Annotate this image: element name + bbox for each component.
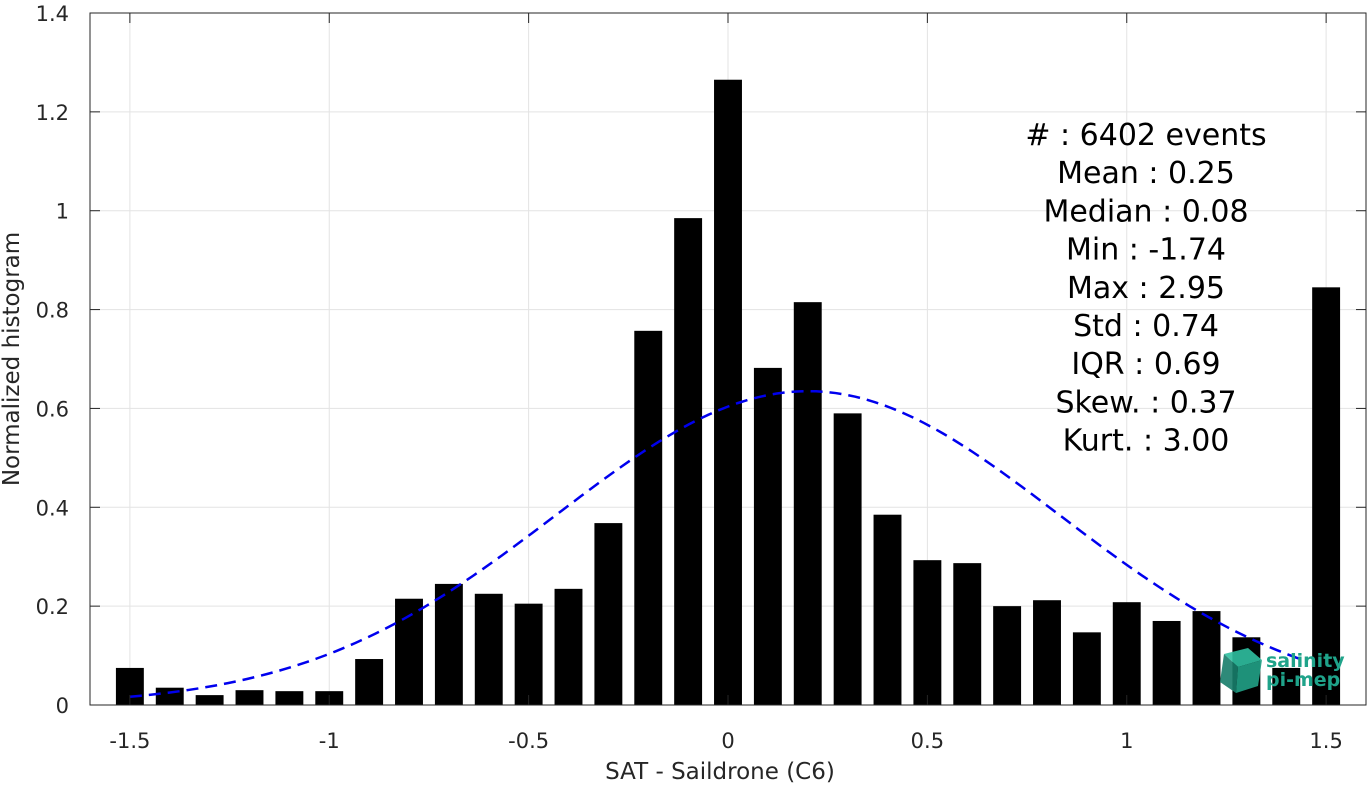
bar-15 (714, 79, 742, 705)
bar-12 (594, 523, 623, 705)
stat-line-8: Kurt. : 3.00 (1063, 424, 1230, 459)
stat-line-0: # : 6402 events (1025, 118, 1266, 153)
y-tick-label-6: 1.2 (36, 101, 69, 125)
stat-line-1: Mean : 0.25 (1057, 156, 1235, 191)
x-tick-label-5: 1 (1120, 729, 1133, 753)
bar-23 (1033, 600, 1061, 705)
bar-20 (913, 560, 942, 705)
bar-18 (833, 413, 862, 705)
bar-11 (554, 588, 583, 705)
y-tick-label-7: 1.4 (36, 2, 69, 26)
stat-line-5: Std : 0.74 (1073, 309, 1219, 344)
bar-1 (155, 687, 184, 705)
bar-27 (1192, 611, 1221, 705)
bar-26 (1152, 620, 1181, 705)
y-tick-labels: 0 0.2 0.4 0.6 0.8 1 1.2 1.4 (36, 2, 69, 718)
x-tick-label-1: -1 (319, 729, 340, 753)
bar-25 (1112, 602, 1141, 705)
stat-line-2: Median : 0.08 (1043, 194, 1248, 229)
logo-text-line1: salinity (1266, 650, 1345, 672)
y-axis-label: Normalized histogram (0, 232, 25, 486)
bar-2 (195, 695, 224, 705)
x-tick-label-2: -0.5 (508, 729, 549, 753)
y-tick-label-5: 1 (56, 200, 69, 224)
stat-line-7: Skew. : 0.37 (1055, 385, 1236, 420)
bar-22 (993, 606, 1022, 705)
y-tick-label-1: 0.2 (36, 595, 69, 619)
x-axis-label: SAT - Saildrone (C6) (605, 759, 835, 785)
bar-9 (474, 593, 503, 705)
stat-line-6: IQR : 0.69 (1071, 347, 1220, 382)
bars (115, 79, 1341, 705)
stat-line-4: Max : 2.95 (1067, 271, 1225, 306)
gaussian-fit-curve (129, 389, 1307, 699)
bar-24 (1072, 632, 1101, 705)
bar-13 (634, 330, 663, 705)
bar-29 (1272, 667, 1301, 705)
stat-line-3: Min : -1.74 (1066, 233, 1226, 268)
x-tick-label-0: -1.5 (109, 729, 150, 753)
bar-10 (514, 603, 543, 705)
y-tick-label-0: 0 (56, 694, 69, 718)
bar-17 (793, 302, 822, 705)
logo-cube-icon (1220, 648, 1262, 693)
bar-30 (1312, 287, 1341, 705)
x-tick-label-4: 0.5 (911, 729, 944, 753)
bar-19 (873, 514, 902, 705)
y-tick-label-4: 0.8 (36, 299, 69, 323)
bar-4 (275, 691, 304, 705)
bar-21 (953, 563, 982, 705)
axis-ticks (90, 12, 1366, 706)
bar-16 (753, 367, 782, 705)
logo-text-line2: pi-mep (1266, 669, 1340, 691)
bar-6 (355, 659, 384, 705)
bar-14 (674, 218, 703, 705)
y-tick-label-2: 0.4 (36, 496, 69, 520)
salinity-pi-mep-logo: salinity pi-mep (1220, 648, 1345, 693)
y-tick-label-3: 0.6 (36, 397, 69, 421)
x-tick-label-6: 1.5 (1309, 729, 1342, 753)
bar-8 (434, 583, 463, 705)
x-tick-labels: -1.5 -1 -0.5 0 0.5 1 1.5 (109, 729, 1342, 753)
x-tick-label-3: 0 (721, 729, 734, 753)
bar-3 (235, 690, 264, 705)
